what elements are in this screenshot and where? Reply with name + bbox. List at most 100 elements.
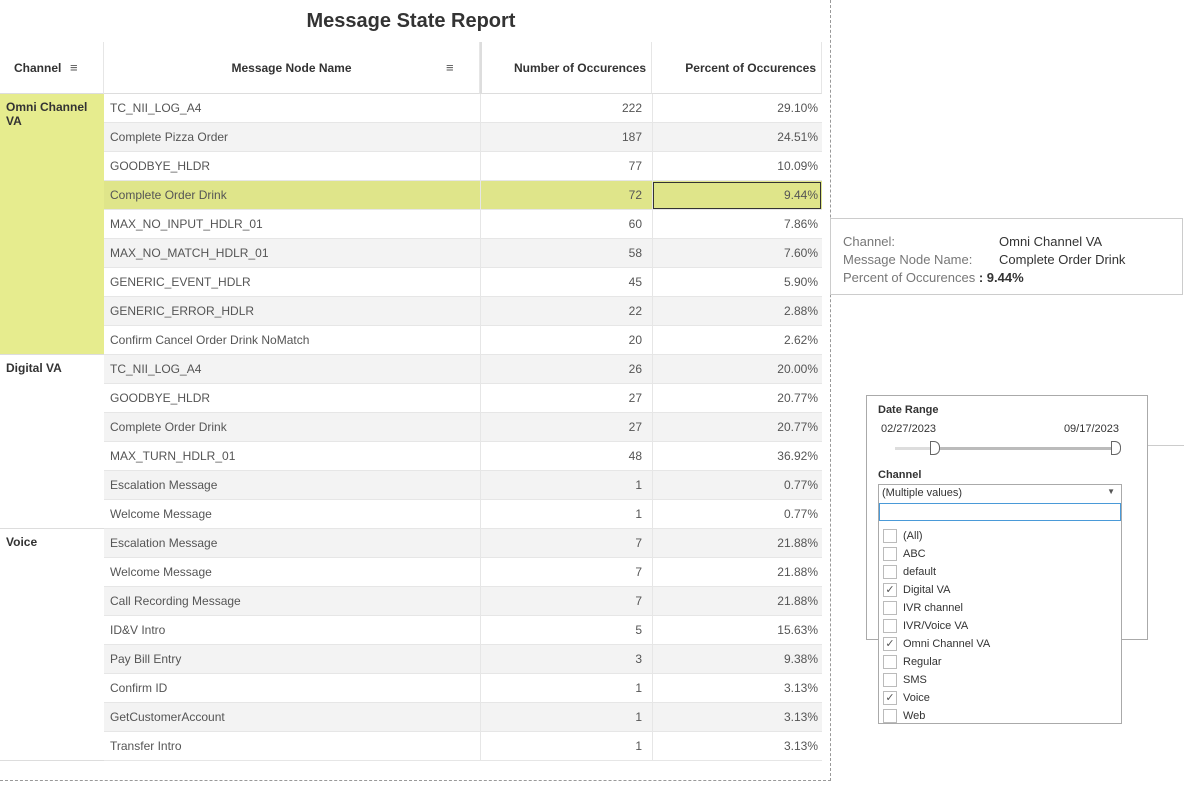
node-name-cell[interactable]: GOODBYE_HLDR [110, 159, 211, 173]
node-name-cell[interactable]: Escalation Message [110, 478, 218, 492]
percent-cell[interactable]: 3.13% [652, 674, 822, 703]
table-row[interactable]: Transfer Intro 1 3.13% [104, 732, 822, 761]
count-cell[interactable]: 1 [480, 674, 646, 703]
percent-cell[interactable]: 36.92% [652, 442, 822, 471]
table-row[interactable]: Complete Pizza Order 187 24.51% [104, 123, 822, 152]
count-cell[interactable]: 7 [480, 558, 646, 587]
table-row[interactable]: ID&V Intro 5 15.63% [104, 616, 822, 645]
percent-cell[interactable]: 5.90% [652, 268, 822, 297]
channel-option[interactable]: ✓ Digital VA [883, 581, 950, 599]
header-percent[interactable]: Percent of Occurences [652, 42, 822, 94]
checkbox[interactable] [883, 655, 897, 670]
percent-cell[interactable]: 2.62% [652, 326, 822, 355]
table-row[interactable]: MAX_TURN_HDLR_01 48 36.92% [104, 442, 822, 471]
count-cell[interactable]: 27 [480, 413, 646, 442]
percent-cell[interactable]: 2.88% [652, 297, 822, 326]
table-row[interactable]: Welcome Message 1 0.77% [104, 500, 822, 529]
node-name-cell[interactable]: Escalation Message [110, 536, 218, 550]
channel-option[interactable]: Web [883, 707, 925, 725]
node-name-cell[interactable]: GetCustomerAccount [110, 710, 225, 724]
checkbox[interactable]: ✓ [883, 637, 897, 652]
end-date[interactable]: 09/17/2023 [1063, 423, 1119, 435]
percent-cell[interactable]: 7.86% [652, 210, 822, 239]
checkbox[interactable]: ✓ [883, 691, 897, 706]
channel-option[interactable]: ✓ Voice [883, 689, 930, 707]
count-cell[interactable]: 187 [480, 123, 646, 152]
checkbox[interactable] [883, 601, 897, 616]
table-row[interactable]: Confirm ID 1 3.13% [104, 674, 822, 703]
channel-option[interactable]: SMS [883, 671, 927, 689]
table-row[interactable]: Complete Order Drink 72 9.44% [104, 181, 822, 210]
slider-end-handle[interactable] [1111, 441, 1121, 455]
table-row[interactable]: Escalation Message 1 0.77% [104, 471, 822, 500]
count-cell[interactable]: 20 [480, 326, 646, 355]
channel-group-cell[interactable]: Digital VA [0, 355, 104, 529]
checkbox[interactable]: ✓ [883, 583, 897, 598]
table-row[interactable]: MAX_NO_MATCH_HDLR_01 58 7.60% [104, 239, 822, 268]
percent-cell[interactable]: 21.88% [652, 587, 822, 616]
node-name-cell[interactable]: Complete Order Drink [110, 420, 227, 434]
percent-cell[interactable]: 21.88% [652, 558, 822, 587]
percent-cell[interactable]: 0.77% [652, 471, 822, 500]
table-row[interactable]: Call Recording Message 7 21.88% [104, 587, 822, 616]
percent-cell[interactable]: 24.51% [652, 123, 822, 152]
percent-cell[interactable]: 10.09% [652, 152, 822, 181]
channel-dropdown[interactable]: (Multiple values) ▼ (All) ABC default ✓ Digi… [878, 484, 1122, 724]
percent-cell[interactable]: 3.13% [652, 703, 822, 732]
count-cell[interactable]: 3 [480, 645, 646, 674]
node-name-cell[interactable]: MAX_NO_INPUT_HDLR_01 [110, 217, 263, 231]
count-cell[interactable]: 22 [480, 297, 646, 326]
table-row[interactable]: Escalation Message 7 21.88% [104, 529, 822, 558]
table-row[interactable]: MAX_NO_INPUT_HDLR_01 60 7.86% [104, 210, 822, 239]
sort-icon[interactable]: ≡ [446, 60, 454, 75]
count-cell[interactable]: 48 [480, 442, 646, 471]
channel-option[interactable]: (All) [883, 527, 923, 545]
header-channel[interactable]: Channel ≡ [0, 42, 104, 94]
count-cell[interactable]: 45 [480, 268, 646, 297]
count-cell[interactable]: 1 [480, 471, 646, 500]
sort-icon[interactable]: ≡ [70, 60, 78, 75]
node-name-cell[interactable]: Complete Pizza Order [110, 130, 229, 144]
table-row[interactable]: Confirm Cancel Order Drink NoMatch 20 2.62… [104, 326, 822, 355]
count-cell[interactable]: 77 [480, 152, 646, 181]
dropdown-value[interactable]: (Multiple values) [882, 487, 963, 499]
slider-start-handle[interactable] [930, 441, 940, 455]
percent-cell[interactable]: 21.88% [652, 529, 822, 558]
count-cell[interactable]: 7 [480, 587, 646, 616]
node-name-cell[interactable]: Transfer Intro [110, 739, 182, 753]
node-name-cell[interactable]: Complete Order Drink [110, 188, 227, 202]
checkbox[interactable] [883, 709, 897, 724]
channel-option[interactable]: ABC [883, 545, 926, 563]
table-row[interactable]: TC_NII_LOG_A4 26 20.00% [104, 355, 822, 384]
header-node[interactable]: Message Node Name ≡ [104, 42, 480, 94]
node-name-cell[interactable]: Pay Bill Entry [110, 652, 182, 666]
node-name-cell[interactable]: GENERIC_ERROR_HDLR [110, 304, 255, 318]
percent-cell[interactable]: 9.44% [652, 181, 822, 210]
count-cell[interactable]: 27 [480, 384, 646, 413]
count-cell[interactable]: 5 [480, 616, 646, 645]
table-row[interactable]: Complete Order Drink 27 20.77% [104, 413, 822, 442]
percent-cell[interactable]: 0.77% [652, 500, 822, 529]
channel-option[interactable]: ✓ Omni Channel VA [883, 635, 990, 653]
table-row[interactable]: GetCustomerAccount 1 3.13% [104, 703, 822, 732]
count-cell[interactable]: 1 [480, 703, 646, 732]
channel-group-cell[interactable]: Voice [0, 529, 104, 761]
percent-cell[interactable]: 20.77% [652, 384, 822, 413]
node-name-cell[interactable]: Call Recording Message [110, 594, 241, 608]
node-name-cell[interactable]: MAX_TURN_HDLR_01 [110, 449, 236, 463]
chevron-down-icon[interactable]: ▼ [1107, 487, 1115, 496]
node-name-cell[interactable]: GOODBYE_HLDR [110, 391, 211, 405]
percent-cell[interactable]: 15.63% [652, 616, 822, 645]
count-cell[interactable]: 60 [480, 210, 646, 239]
checkbox[interactable] [883, 547, 897, 562]
channel-option[interactable]: IVR channel [883, 599, 963, 617]
node-name-cell[interactable]: ID&V Intro [110, 623, 166, 637]
checkbox[interactable] [883, 619, 897, 634]
channel-option[interactable]: default [883, 563, 936, 581]
node-name-cell[interactable]: Confirm ID [110, 681, 168, 695]
count-cell[interactable]: 1 [480, 732, 646, 761]
percent-cell[interactable]: 3.13% [652, 732, 822, 761]
count-cell[interactable]: 72 [480, 181, 646, 210]
table-row[interactable]: GENERIC_EVENT_HDLR 45 5.90% [104, 268, 822, 297]
percent-cell[interactable]: 20.77% [652, 413, 822, 442]
